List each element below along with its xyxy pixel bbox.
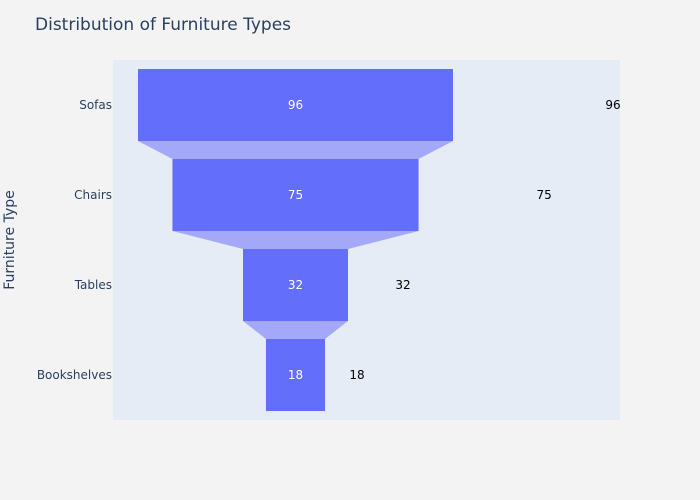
funnel-connector: [172, 231, 419, 249]
value-label-outside: 75: [536, 188, 551, 202]
value-label-outside: 96: [605, 98, 620, 112]
value-label-inside: 96: [288, 98, 303, 112]
value-label-outside: 32: [395, 278, 410, 292]
y-tick-label: Tables: [74, 278, 112, 292]
funnel-connector: [243, 321, 348, 339]
funnel-connectors: [138, 141, 453, 339]
value-label-inside: 75: [288, 188, 303, 202]
value-label-outside: 18: [349, 368, 364, 382]
y-axis-ticks: Sofas Chairs Tables Bookshelves: [37, 98, 112, 382]
funnel-bar-chairs: [172, 159, 419, 231]
chart-title: Distribution of Furniture Types: [35, 15, 291, 35]
value-label-inside: 32: [288, 278, 303, 292]
funnel-connector: [138, 141, 453, 159]
y-tick-label: Chairs: [74, 188, 112, 202]
value-label-inside: 18: [288, 368, 303, 382]
funnel-bars: [138, 69, 453, 411]
y-axis-title: Furniture Type: [2, 190, 18, 289]
funnel-bar-bookshelves: [265, 339, 326, 411]
funnel-bar-sofas: [138, 69, 453, 141]
y-tick-label: Sofas: [79, 98, 112, 112]
funnel-bar-tables: [243, 249, 348, 321]
y-tick-label: Bookshelves: [37, 368, 112, 382]
data-labels: 96 96 75 75 32 32 18 18: [288, 98, 621, 382]
